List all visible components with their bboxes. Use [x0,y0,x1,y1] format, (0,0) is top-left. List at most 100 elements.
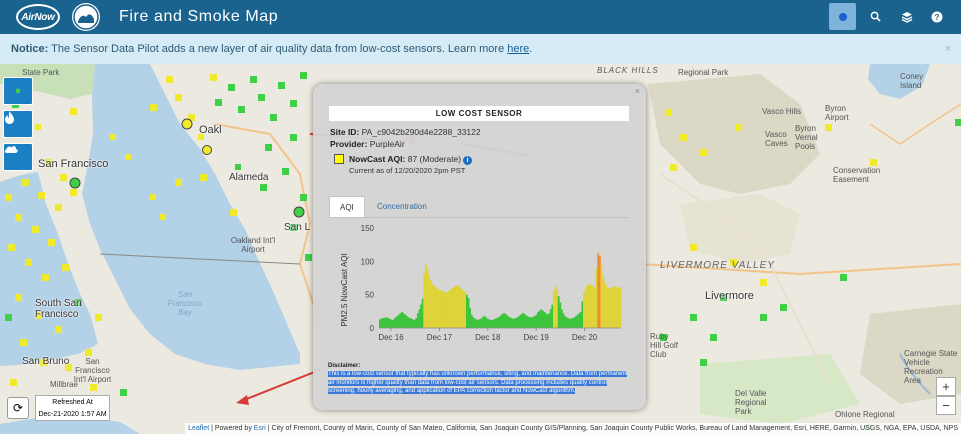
current-as-of: Current as of 12/20/2020 2pm PST [349,166,466,175]
chart-bar [379,319,381,328]
chart-bar [396,316,399,328]
chart-bar [589,284,592,328]
chart-bar [602,274,604,328]
aqi-color-swatch [334,154,344,164]
chart-bar [568,318,571,328]
chart-bar [410,318,413,328]
airnow-logo[interactable]: AirNow [16,4,60,30]
chart-bar [595,268,598,328]
chart-bar [606,288,609,328]
chart-bar [541,310,544,328]
chart-bar [529,317,532,328]
chart-bar [458,286,460,328]
chart-bar [451,288,454,328]
map-label-byron-airport: Byron Airport [825,104,849,122]
chart-bar [462,290,465,328]
chart-bar [549,309,552,328]
chart-xtick-label: Dec 18 [475,333,501,342]
chart-bar [573,317,576,328]
chart-bar [546,314,549,328]
chart-bar [404,314,407,328]
fires-toggle-button[interactable] [3,110,33,138]
chart-bar [382,318,385,328]
chart-bar [587,284,590,328]
chart-bar [532,316,535,328]
map-label-sf-bay: San Francisco Bay [167,290,203,317]
learn-more-link[interactable]: here [507,43,530,55]
map-label-state-park: State Park [22,68,60,77]
help-icon: ? [931,11,942,22]
sensor-popup: × LOW COST SENSOR Site ID: PA_c9042b290d… [313,84,646,410]
refresh-button[interactable]: ⟳ [7,397,29,419]
nowcast-line: NowCast AQI: 87 (Moderate) i [349,154,473,165]
zoom-out-button[interactable]: − [936,396,956,415]
chart-bar [393,318,396,328]
map-label-coney-island: Coney Island [900,72,924,90]
map-label-sfo: San Francisco Int'l Airport [73,357,112,384]
esri-link[interactable]: Esri [253,425,266,432]
chart-bar [439,290,441,328]
smoke-toggle-button[interactable] [3,143,33,171]
chart-bar [440,290,443,328]
chart-bar [516,317,519,328]
chart-bar [497,317,500,328]
chart-bar [559,302,562,328]
map-label-ohlone: Ohlone Regional [835,410,895,419]
map-attribution: Leaflet | Powered by Esri | City of Frem… [185,423,961,434]
site-id-value: PA_c9042b290d4e2288_33122 [359,127,481,137]
disclaimer-text: This is a low-cost sensor that typically… [328,371,628,394]
chart-bar [469,308,472,328]
sensor-layer-button[interactable] [829,3,856,30]
chart-bar [617,288,620,328]
chart-bar [576,314,579,328]
chart-xtick-label: Dec 17 [427,333,453,342]
disclaimer: Disclaimer: This is a low-cost sensor th… [328,362,633,395]
refreshed-at-box: Refreshed At Dec-21-2020 1:57 AM [35,395,110,421]
map-label-san-bruno: San Bruno [22,356,70,367]
chart-bar [412,319,415,328]
chart-bar [434,286,437,328]
close-icon[interactable]: × [944,43,951,55]
chart-bar [488,319,491,328]
app-header: AirNow Fire and Smoke Map ? [0,0,961,34]
notice-text: The Sensor Data Pilot adds a new layer o… [48,43,508,55]
info-icon[interactable]: i [463,156,473,165]
chart-bar [513,318,516,328]
sensors-toggle-button[interactable]: ● [3,77,33,105]
help-button[interactable]: ? [923,3,950,30]
close-icon[interactable]: × [634,86,640,96]
provider-value: PurpleAir [367,139,405,149]
chart-bar [554,286,557,328]
map-label-del-valle: Del Valle Regional Park [735,389,767,416]
chart-bar [552,291,555,328]
search-button[interactable] [862,3,889,30]
layers-button[interactable] [893,3,920,30]
map-view[interactable]: State Park BLACK HILLS Regional Park Vas… [0,64,961,434]
chart-bar [584,289,587,328]
chart-bar [551,304,554,328]
chart-bar [429,280,432,328]
chart-bar [571,318,574,328]
map-label-carnegie: Carnegie State Vehicle Recreation Area [904,349,958,385]
chart-bar [496,318,498,328]
chart-bar [413,320,416,328]
popup-title: LOW COST SENSOR [329,106,629,121]
chart-bar [421,298,424,328]
chart-bar [598,256,601,328]
tab-aqi[interactable]: AQI [329,196,365,217]
chart-bar [503,313,506,328]
map-label-san-leandro: San L [284,222,311,233]
zoom-in-button[interactable]: + [936,377,956,396]
chart-bar [583,293,585,328]
smoke-cloud-icon [4,146,18,153]
chart-bar [397,314,400,328]
chart-bar [564,316,566,328]
sensor-dot-icon: ● [14,85,22,97]
chart-bar [409,318,411,328]
leaflet-link[interactable]: Leaflet [188,425,210,432]
chart-bar [586,286,589,328]
chart-bar [465,294,468,328]
svg-text:?: ? [934,13,939,22]
chart-bar [445,292,448,328]
tab-concentration[interactable]: Concentration [377,202,427,211]
